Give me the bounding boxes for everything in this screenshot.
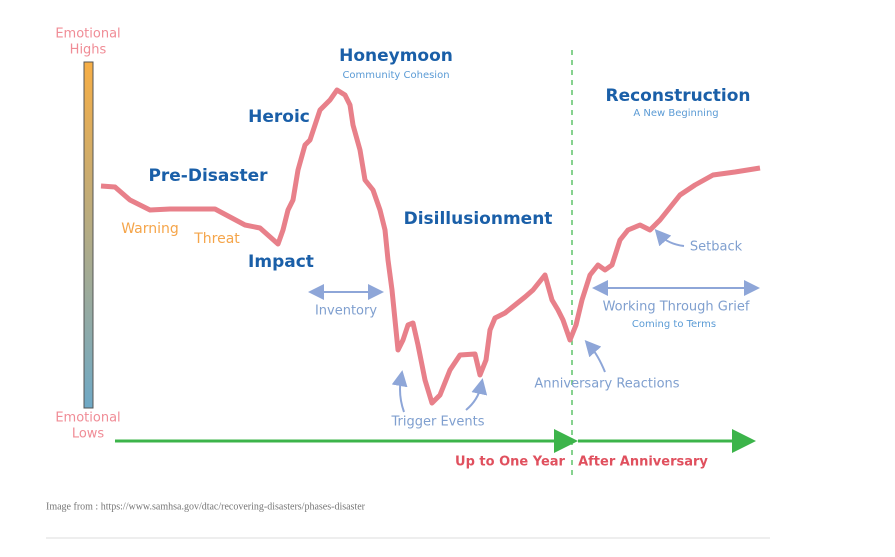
phase-label: Disillusionment	[404, 209, 553, 229]
axis-high: Highs	[70, 43, 107, 58]
axis-low: Emotional	[55, 411, 120, 426]
emotion-scale	[83, 61, 94, 409]
caption: Image from : https://www.samhsa.gov/dtac…	[46, 501, 366, 512]
warning-label: Warning	[121, 221, 179, 237]
annotation: Inventory	[315, 304, 377, 319]
arrow	[584, 340, 606, 373]
phase-sub: A New Beginning	[633, 108, 718, 119]
arrow	[654, 229, 685, 247]
warning-label: Threat	[193, 231, 240, 247]
phase-label: Heroic	[248, 107, 310, 127]
phase-label: Pre-Disaster	[148, 166, 268, 186]
phase-label: Honeymoon	[339, 46, 453, 66]
timeline-label: After Anniversary	[578, 455, 708, 470]
phase-sub: Community Cohesion	[342, 70, 449, 81]
arrow	[465, 378, 488, 411]
phase-label: Reconstruction	[605, 86, 750, 106]
axis-high: Emotional	[55, 27, 120, 42]
annotation: Working Through Grief	[603, 300, 750, 315]
annotation: Trigger Events	[391, 415, 485, 430]
emotion-curve	[100, 87, 761, 406]
axis-low: Lows	[72, 427, 105, 442]
phase-label: Impact	[248, 252, 314, 272]
annotation: Anniversary Reactions	[534, 377, 679, 392]
annotation: Setback	[690, 240, 743, 255]
timeline-label: Up to One Year	[455, 455, 566, 470]
arrow	[391, 370, 408, 413]
annotation: Coming to Terms	[632, 319, 716, 330]
